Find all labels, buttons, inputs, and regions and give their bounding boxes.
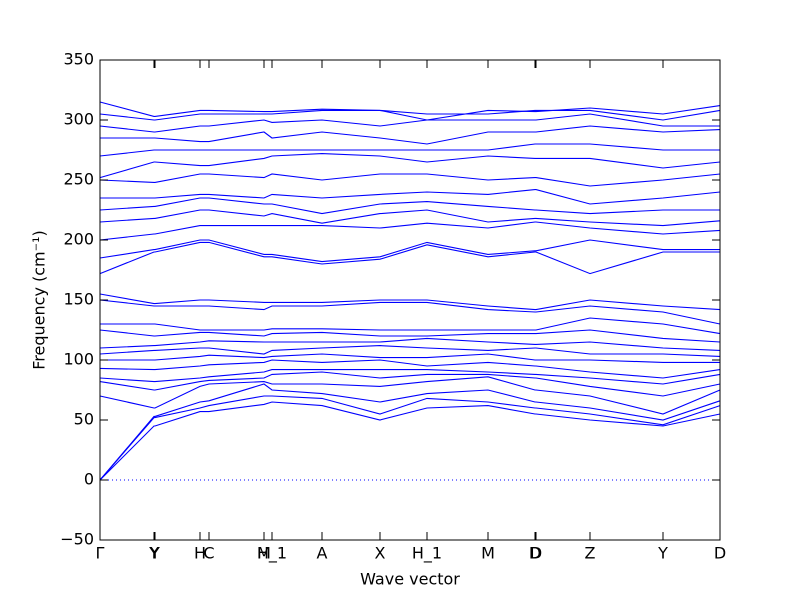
band-line xyxy=(99,221,721,241)
band-line xyxy=(99,153,721,179)
band-line xyxy=(99,197,720,215)
band-line xyxy=(99,359,721,379)
band-line xyxy=(99,371,721,397)
y-tick-label: 50 xyxy=(74,410,94,429)
y-tick-label: 100 xyxy=(63,350,94,369)
band-line xyxy=(99,293,721,311)
x-tick-label: M xyxy=(257,544,271,563)
y-tick-label: 0 xyxy=(84,470,94,489)
y-tick-label: −50 xyxy=(60,530,94,549)
band-line xyxy=(99,383,721,481)
band-line xyxy=(99,345,721,357)
y-axis-label: Frequency (cm⁻¹) xyxy=(30,230,49,369)
x-tick-label: D xyxy=(529,544,541,563)
x-tick-label: M xyxy=(481,544,495,563)
y-tick-label: 300 xyxy=(63,110,94,129)
band-line xyxy=(99,369,721,385)
x-tick-label: X xyxy=(375,544,386,563)
x-tick-label: Γ xyxy=(96,544,105,563)
x-tick-label: D xyxy=(714,544,726,563)
band-line xyxy=(99,329,721,343)
band-line xyxy=(99,337,721,351)
x-tick-label: Y xyxy=(149,544,160,563)
band-line xyxy=(99,401,721,481)
x-tick-label: H_1 xyxy=(257,544,287,564)
y-tick-label: 250 xyxy=(63,170,94,189)
band-line xyxy=(99,241,720,275)
band-line xyxy=(100,353,720,363)
band-line xyxy=(99,209,721,227)
x-tick-label: Z xyxy=(585,544,596,563)
band-line xyxy=(100,317,721,335)
band-line xyxy=(99,395,721,481)
band-line xyxy=(100,189,721,205)
x-tick-label: H_1 xyxy=(412,544,442,564)
band-line xyxy=(99,113,720,133)
band-line xyxy=(99,376,721,415)
x-tick-label: A xyxy=(317,544,328,563)
band-line xyxy=(99,239,720,263)
band-line xyxy=(99,299,721,325)
band-line xyxy=(99,101,721,121)
x-tick-label: Y xyxy=(657,544,668,563)
band-line xyxy=(100,125,721,145)
y-tick-label: 350 xyxy=(63,50,94,69)
y-tick-label: 150 xyxy=(63,290,94,309)
x-tick-label: H xyxy=(194,544,206,563)
y-tick-label: 200 xyxy=(63,230,94,249)
x-tick-label: C xyxy=(203,544,214,563)
x-tick-label: D xyxy=(530,544,542,563)
band-line xyxy=(99,173,721,187)
x-axis-label: Wave vector xyxy=(360,570,460,589)
band-line xyxy=(99,143,720,157)
band-line xyxy=(99,109,721,121)
x-tick-label: Y xyxy=(148,544,159,563)
